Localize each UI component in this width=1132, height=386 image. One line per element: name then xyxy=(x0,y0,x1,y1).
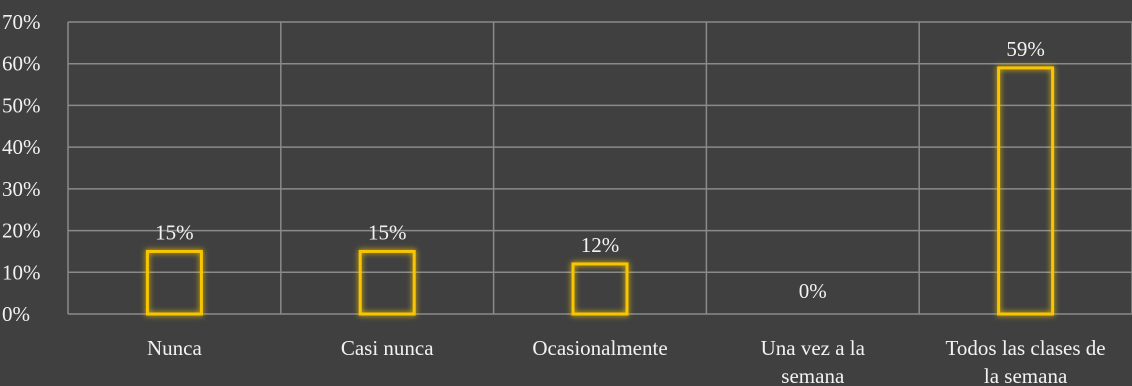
y-tick-label: 10% xyxy=(2,260,41,284)
x-axis: Nunca Casi nunca Ocasionalmente Una vez a l… xyxy=(147,336,1106,386)
gridlines xyxy=(67,21,1132,315)
y-tick-label: 20% xyxy=(2,219,41,243)
y-tick-label: 50% xyxy=(2,93,41,117)
bars xyxy=(145,66,1055,316)
y-tick-label: 70% xyxy=(2,10,41,34)
y-axis: 0% 10% 20% 30% 40% 50% 60% 70% xyxy=(2,10,41,326)
category-label: Nunca xyxy=(147,336,202,360)
bar xyxy=(997,66,1055,316)
bar xyxy=(571,262,629,316)
y-tick-label: 60% xyxy=(2,52,41,76)
data-label: 0% xyxy=(799,279,827,303)
y-tick-label: 0% xyxy=(2,302,30,326)
data-label: 15% xyxy=(155,220,194,244)
category-label: Ocasionalmente xyxy=(532,336,667,360)
category-label: semana xyxy=(781,364,845,386)
data-label: 59% xyxy=(1006,37,1045,61)
y-tick-label: 30% xyxy=(2,177,41,201)
category-label: Una vez a la xyxy=(761,336,866,360)
bar xyxy=(358,249,416,316)
data-labels: 15% 15% 12% 0% 59% xyxy=(155,37,1045,303)
category-label: Casi nunca xyxy=(341,336,434,360)
category-label: Todos las clases de xyxy=(946,336,1106,360)
data-label: 12% xyxy=(581,233,620,257)
data-label: 15% xyxy=(368,220,407,244)
category-label: la semana xyxy=(984,364,1068,386)
bar xyxy=(145,249,203,316)
y-tick-label: 40% xyxy=(2,135,41,159)
